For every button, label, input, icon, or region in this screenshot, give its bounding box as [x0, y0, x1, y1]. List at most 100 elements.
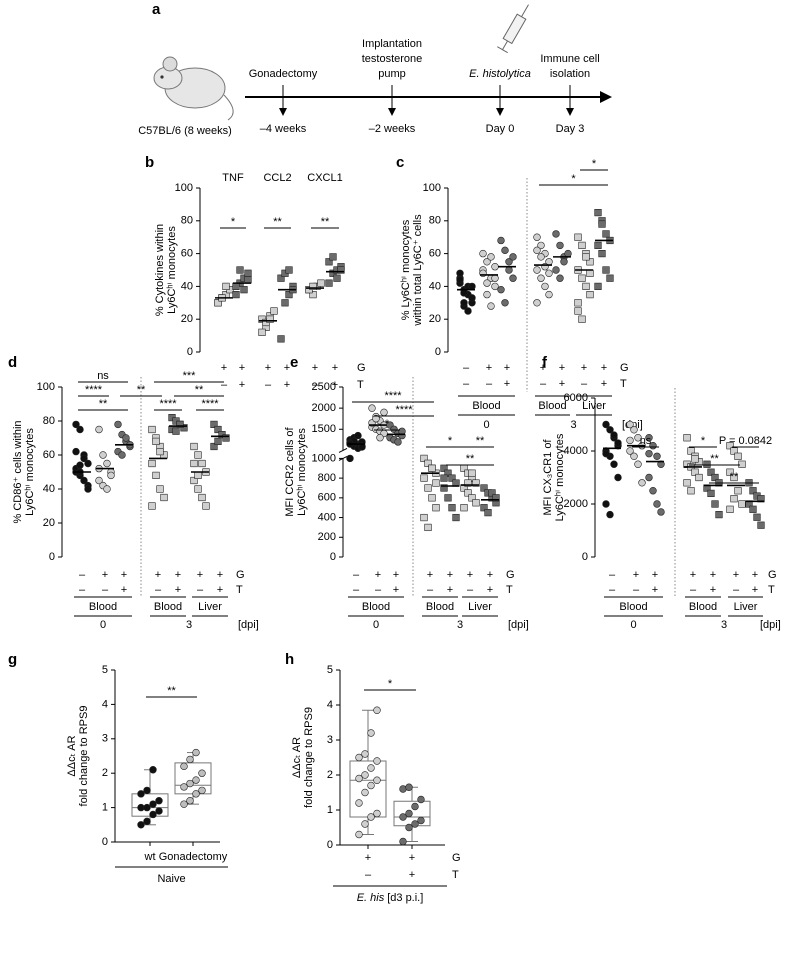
- event-arrowhead: [566, 108, 574, 116]
- g-sign: –: [79, 569, 86, 581]
- y-tick-label: 0: [102, 836, 108, 848]
- y-tick-label: 1000: [312, 452, 336, 464]
- data-point: [480, 484, 488, 492]
- data-point: [103, 459, 111, 468]
- data-point: [424, 484, 432, 492]
- t-sign: –: [365, 869, 372, 881]
- data-point: [180, 800, 188, 808]
- data-point: [734, 487, 742, 495]
- data-point: [361, 771, 369, 779]
- data-point: [361, 820, 369, 828]
- data-point: [424, 459, 432, 467]
- data-point: [610, 431, 618, 439]
- data-point: [190, 442, 198, 451]
- event-arrowhead: [388, 108, 396, 116]
- data-point: [472, 479, 480, 487]
- event-time: –4 weeks: [260, 123, 307, 135]
- data-point: [578, 315, 586, 323]
- data-point: [460, 504, 468, 512]
- data-point: [214, 299, 222, 307]
- data-point: [586, 269, 594, 277]
- mouse-icon: [153, 56, 234, 121]
- data-point: [103, 485, 111, 493]
- data-point: [556, 241, 564, 250]
- data-point: [726, 505, 734, 513]
- data-point: [541, 282, 549, 291]
- row-label: T: [620, 378, 627, 390]
- y-axis-label: Ly6Cʰⁱ monocytes: [166, 226, 178, 314]
- y-tick-label: 60: [43, 449, 55, 461]
- data-point: [505, 258, 513, 266]
- t-sign: –: [155, 584, 162, 596]
- significance-label: **: [730, 471, 739, 483]
- day-label: 3: [570, 419, 576, 431]
- data-point: [399, 837, 407, 846]
- y-tick-label: 20: [181, 313, 193, 325]
- y-tick-label: 3: [102, 733, 108, 745]
- data-point: [355, 753, 363, 762]
- data-point: [186, 797, 194, 805]
- data-point: [244, 269, 252, 277]
- t-sign: +: [217, 584, 223, 596]
- significance-label: **: [466, 453, 475, 465]
- data-point: [610, 460, 618, 468]
- data-point: [236, 266, 244, 274]
- significance-label: *: [571, 173, 576, 185]
- t-sign: +: [409, 869, 415, 881]
- data-point: [214, 425, 222, 434]
- data-point: [368, 404, 376, 412]
- g-sign: +: [733, 569, 739, 581]
- g-sign: +: [710, 569, 716, 581]
- group-label: Naive: [157, 873, 185, 885]
- data-point: [198, 786, 206, 795]
- panel-letter: f: [542, 354, 548, 371]
- data-point: [456, 276, 464, 284]
- data-point: [509, 253, 517, 261]
- data-point: [578, 241, 586, 250]
- data-point: [456, 269, 464, 277]
- data-point: [602, 420, 610, 429]
- significance-label: ****: [384, 390, 402, 402]
- tissue-label: Liver: [198, 601, 222, 613]
- data-point: [448, 474, 456, 482]
- data-point: [492, 494, 500, 502]
- y-axis-label: MFI CCR2 cells of: [284, 426, 296, 516]
- data-point: [602, 230, 610, 238]
- data-point: [703, 460, 711, 468]
- data-point: [149, 800, 157, 808]
- t-sign: +: [601, 378, 607, 390]
- t-sign: –: [609, 584, 616, 596]
- y-tick-label: 0: [330, 551, 336, 563]
- data-point: [411, 802, 419, 811]
- t-sign: –: [265, 379, 272, 391]
- data-point: [240, 286, 248, 294]
- data-point: [556, 274, 564, 282]
- t-sign: –: [540, 378, 547, 390]
- data-point: [405, 809, 413, 818]
- g-sign: +: [601, 362, 607, 374]
- data-point: [448, 504, 456, 512]
- event-label: testosterone: [362, 53, 423, 65]
- timeline-arrowhead: [600, 91, 612, 103]
- y-tick-label: 400: [318, 511, 336, 523]
- day-label: 0: [483, 419, 489, 431]
- y-tick-label: 200: [318, 531, 336, 543]
- data-point: [107, 471, 115, 480]
- data-point: [753, 513, 761, 521]
- data-point: [190, 459, 198, 468]
- data-point: [749, 487, 757, 495]
- data-point: [190, 476, 198, 485]
- t-sign: –: [197, 584, 204, 596]
- data-point: [491, 274, 499, 282]
- data-point: [405, 823, 413, 832]
- data-point: [537, 253, 545, 261]
- data-point: [149, 766, 157, 774]
- data-point: [148, 502, 156, 510]
- data-point: [533, 233, 541, 241]
- y-axis-label: Ly6Cʰⁱ monocytes: [24, 428, 36, 516]
- data-point: [192, 790, 200, 798]
- data-point: [444, 469, 452, 477]
- data-point: [367, 764, 375, 772]
- data-point: [72, 447, 80, 456]
- data-point: [222, 434, 230, 442]
